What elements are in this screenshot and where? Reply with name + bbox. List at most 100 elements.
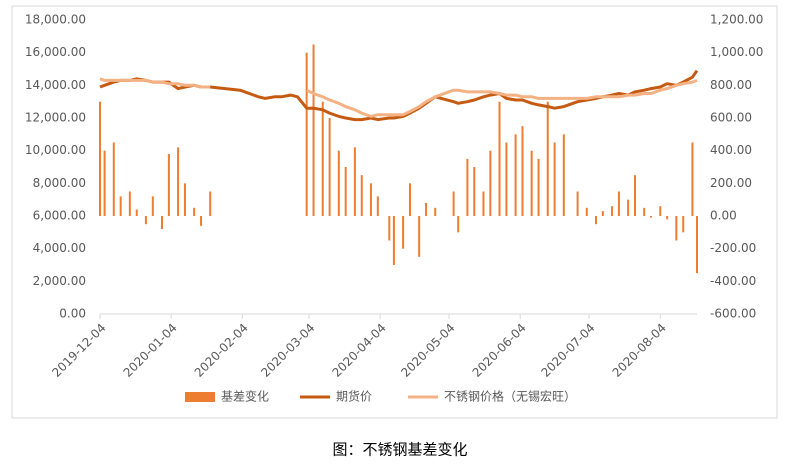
bar [388,216,391,241]
bar [151,196,154,216]
bar [337,150,340,216]
bar [135,209,138,216]
bar [128,191,131,216]
bar [434,207,437,216]
bar [312,44,315,216]
bar [505,142,508,216]
y-tick-label: 6,000.00 [33,209,86,223]
x-tick-label: 2020-07-04 [538,321,597,380]
bar [167,153,170,216]
bar [360,175,363,216]
bar [553,142,556,216]
bar [200,216,203,226]
legend-swatch [185,392,215,402]
x-tick-label: 2020-02-04 [192,321,251,380]
legend-label: 期货价 [336,389,372,404]
y2-tick-label: 800.00 [710,78,752,92]
bar [328,118,331,216]
bar [305,52,308,216]
bar [112,142,115,216]
x-tick-label: 2020-05-04 [398,321,457,380]
bar [627,199,630,216]
bar [514,134,517,216]
y-tick-label: 18,000.00 [25,13,86,27]
y2-tick-label: -400.00 [710,274,756,288]
bar [369,183,372,216]
bar [144,216,147,225]
bar [682,216,685,233]
y2-tick-label: 200.00 [710,176,752,190]
line [99,69,699,122]
bar [344,167,347,216]
bar [183,183,186,216]
bar [482,191,485,216]
bar [696,216,698,274]
bar [537,158,540,216]
bar [193,207,196,216]
bar [408,183,411,216]
x-tick-label: 2020-04-04 [330,321,389,380]
bar [353,147,356,216]
y2-tick-label: 600.00 [710,111,752,125]
bar [530,150,533,216]
x-tick-label: 2020-08-04 [610,321,669,380]
bar [659,206,662,216]
x-tick-label: 2020-03-04 [258,321,317,380]
bar [666,216,669,220]
bar [321,101,324,216]
y-tick-label: 4,000.00 [33,241,86,255]
bar [611,206,614,216]
bar [466,158,469,216]
y-tick-label: 2,000.00 [33,274,86,288]
bar [119,196,122,216]
bar [521,126,524,216]
bar [576,191,579,216]
bar [546,101,549,216]
line [99,77,698,118]
bar [675,216,678,241]
x-tick-label: 2020-01-04 [121,321,180,380]
bar [99,101,101,216]
y2-tick-label: 1,000.00 [710,45,763,59]
y2-tick-label: 400.00 [710,143,752,157]
bar [425,202,428,216]
bar [594,216,597,225]
bar [601,211,604,216]
legend-label: 基差变化 [221,389,269,404]
bar [452,191,455,216]
x-tick-label: 2019-12-04 [49,321,108,380]
y-tick-label: 0.00 [59,307,86,321]
y-tick-label: 10,000.00 [25,143,86,157]
bar [177,147,180,216]
x-tick-label: 2020-06-04 [470,321,529,380]
bar [402,216,405,249]
bar [498,101,501,216]
y-tick-label: 14,000.00 [25,78,86,92]
bar [643,207,646,216]
y2-tick-label: -200.00 [710,241,756,255]
bar [418,216,421,257]
bar [634,175,637,216]
bar [209,191,212,216]
y2-tick-label: -600.00 [710,307,756,321]
bar [473,167,476,216]
bar [457,216,460,233]
bar [691,142,694,216]
y-tick-label: 8,000.00 [33,176,86,190]
y2-tick-label: 1,200.00 [710,13,763,27]
bar [160,216,163,230]
y-tick-label: 16,000.00 [25,45,86,59]
bar [376,196,379,216]
bar [650,216,653,218]
bar [617,191,620,216]
chart-border [11,5,778,419]
bar [103,150,106,216]
bar [562,134,565,216]
legend-label: 不锈钢价格（无锡宏旺） [444,389,576,404]
y-tick-label: 12,000.00 [25,111,86,125]
caption: 图：不锈钢基差变化 [332,441,467,459]
bar [392,216,395,265]
bar [585,207,588,216]
y2-tick-label: 0.00 [710,209,737,223]
